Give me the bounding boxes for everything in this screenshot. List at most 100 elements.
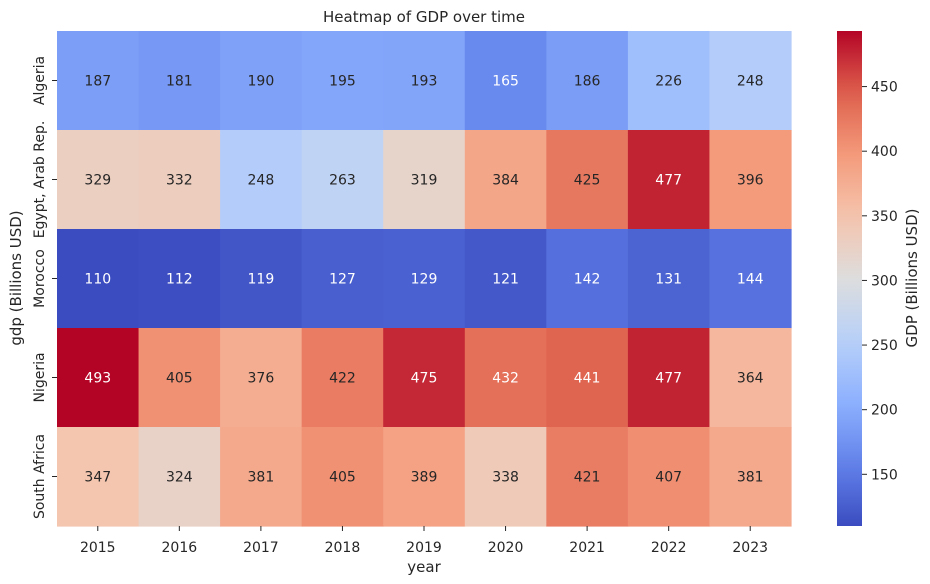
heatmap-cells: 187 181 190 195 193 165 186 226 248 329 332 248 263 3… xyxy=(57,31,792,527)
cell-value-label: 186 xyxy=(574,74,601,90)
heatmap-cell xyxy=(627,31,711,131)
cell-value-label: 405 xyxy=(166,371,193,387)
x-tick-label: 2020 xyxy=(488,540,524,556)
colorbar-tick-label: 400 xyxy=(871,144,898,160)
cell-value-label: 193 xyxy=(411,74,438,90)
y-tick-label: Morocco xyxy=(32,249,48,308)
y-tick-label: South Africa xyxy=(32,434,48,519)
cell-value-label: 190 xyxy=(248,74,275,90)
cell-value-label: 248 xyxy=(737,74,764,90)
heatmap-cell xyxy=(220,229,303,329)
x-axis-ticks: 2015 2016 2017 2018 2019 2020 2021 2022 2023 xyxy=(80,526,768,556)
cell-value-label: 477 xyxy=(655,371,682,387)
colorbar-tick-label: 350 xyxy=(871,209,898,225)
cell-value-label: 389 xyxy=(411,470,438,486)
cell-value-label: 376 xyxy=(248,371,275,387)
cell-value-label: 263 xyxy=(329,173,356,189)
heatmap-cell xyxy=(709,229,792,329)
heatmap-cell xyxy=(709,130,792,230)
cell-value-label: 493 xyxy=(84,371,111,387)
heatmap-cell xyxy=(627,130,711,230)
cell-value-label: 405 xyxy=(329,470,356,486)
cell-value-label: 381 xyxy=(737,470,764,486)
colorbar-tick-label: 450 xyxy=(871,80,898,96)
cell-value-label: 324 xyxy=(166,470,193,486)
cell-value-label: 475 xyxy=(411,371,438,387)
heatmap-cell xyxy=(464,427,547,527)
heatmap-cell xyxy=(301,328,384,428)
cell-value-label: 181 xyxy=(166,74,193,90)
cell-value-label: 319 xyxy=(411,173,438,189)
cell-value-label: 396 xyxy=(737,173,764,189)
heatmap-cell xyxy=(220,427,303,527)
heatmap-cell xyxy=(709,427,792,527)
cell-value-label: 477 xyxy=(655,173,682,189)
heatmap-cell xyxy=(546,31,629,131)
cell-value-label: 142 xyxy=(574,272,601,288)
heatmap-cell xyxy=(220,31,303,131)
heatmap-cell xyxy=(627,229,711,329)
cell-value-label: 329 xyxy=(84,173,111,189)
cell-value-label: 338 xyxy=(492,470,519,486)
cell-value-label: 407 xyxy=(655,470,682,486)
colorbar xyxy=(837,31,862,526)
heatmap-cell xyxy=(301,229,384,329)
cell-value-label: 347 xyxy=(84,470,111,486)
y-axis-label: gdp (Billions USD) xyxy=(7,210,25,345)
x-axis-label: year xyxy=(407,558,441,576)
heatmap-cell xyxy=(546,130,629,230)
chart-title: Heatmap of GDP over time xyxy=(323,8,525,26)
y-axis-ticks: Algeria Egypt, Arab Rep. Morocco Nigeria Sou… xyxy=(32,56,57,519)
heatmap-cell xyxy=(301,427,384,527)
colorbar-ticks: 150 200 250 300 350 400 450 xyxy=(862,80,898,483)
cell-value-label: 421 xyxy=(574,470,601,486)
cell-value-label: 364 xyxy=(737,371,764,387)
cell-value-label: 144 xyxy=(737,272,764,288)
x-tick-label: 2023 xyxy=(732,540,768,556)
x-tick-label: 2015 xyxy=(80,540,116,556)
cell-value-label: 332 xyxy=(166,173,193,189)
heatmap-cell xyxy=(546,229,629,329)
cell-value-label: 129 xyxy=(411,272,438,288)
heatmap-cell xyxy=(464,229,547,329)
heatmap-cell xyxy=(709,31,792,131)
heatmap-cell xyxy=(138,427,221,527)
cell-value-label: 187 xyxy=(84,74,111,90)
heatmap-cell xyxy=(627,328,711,428)
colorbar-tick-label: 200 xyxy=(871,403,898,419)
heatmap-cell xyxy=(383,31,466,131)
heatmap-cell xyxy=(138,130,221,230)
heatmap-cell xyxy=(220,130,303,230)
x-tick-label: 2022 xyxy=(651,540,687,556)
heatmap-cell xyxy=(464,328,547,428)
heatmap-cell xyxy=(57,229,140,329)
heatmap-cell xyxy=(220,328,303,428)
x-tick-label: 2016 xyxy=(162,540,198,556)
heatmap-cell xyxy=(546,328,629,428)
cell-value-label: 422 xyxy=(329,371,356,387)
cell-value-label: 226 xyxy=(655,74,682,90)
cell-value-label: 384 xyxy=(492,173,519,189)
heatmap-cell xyxy=(57,328,140,428)
cell-value-label: 165 xyxy=(492,74,519,90)
heatmap-cell xyxy=(383,427,466,527)
heatmap-cell xyxy=(546,427,629,527)
heatmap-cell xyxy=(138,31,221,131)
x-tick-label: 2018 xyxy=(325,540,361,556)
x-tick-label: 2017 xyxy=(243,540,279,556)
y-tick-label: Algeria xyxy=(32,56,48,105)
cell-value-label: 131 xyxy=(655,272,682,288)
colorbar-tick-label: 300 xyxy=(871,273,898,289)
heatmap-cell xyxy=(57,31,140,131)
cell-value-label: 110 xyxy=(84,272,111,288)
heatmap-cell xyxy=(383,229,466,329)
heatmap-cell xyxy=(383,130,466,230)
cell-value-label: 381 xyxy=(248,470,275,486)
y-tick-label: Nigeria xyxy=(32,352,48,402)
colorbar-tick-label: 250 xyxy=(871,338,898,354)
heatmap-cell xyxy=(301,130,384,230)
cell-value-label: 425 xyxy=(574,173,601,189)
heatmap-cell xyxy=(301,31,384,131)
heatmap-cell xyxy=(57,130,140,230)
